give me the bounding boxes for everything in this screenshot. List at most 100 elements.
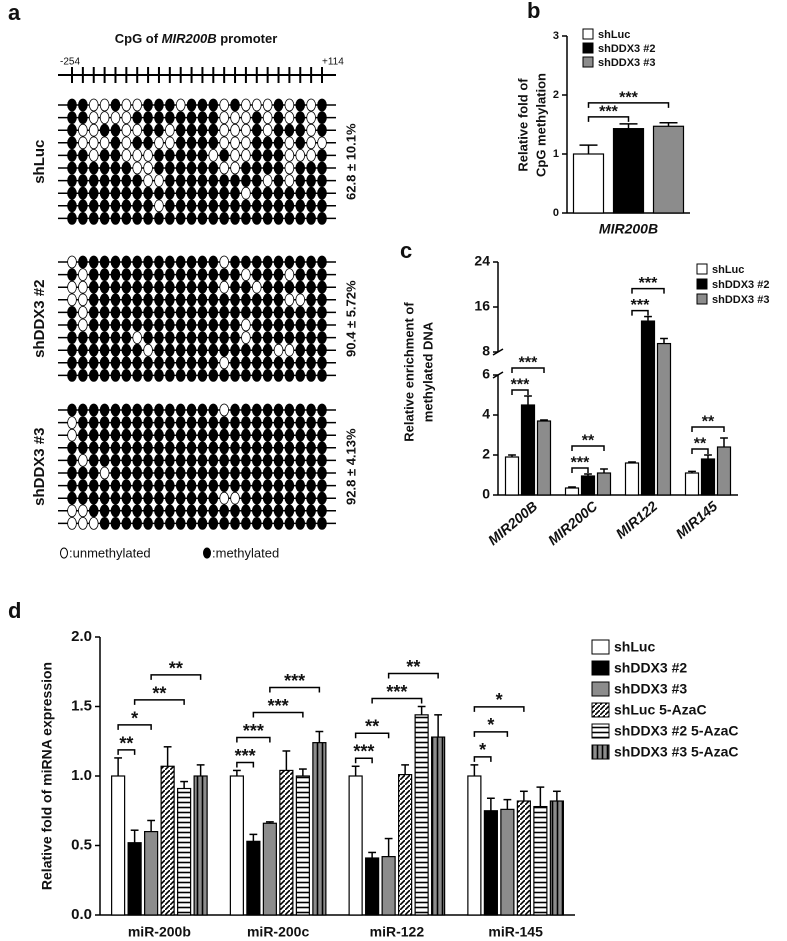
cpg-dot (306, 268, 316, 282)
cpg-dot (110, 453, 121, 467)
cpg-dot (132, 416, 143, 430)
cpg-dot (78, 343, 88, 357)
cpg-dot (110, 148, 121, 162)
cpg-dot (251, 466, 262, 480)
cpg-dot (165, 199, 175, 213)
cpg-dot (197, 136, 208, 150)
cpg-dot (154, 123, 164, 137)
x-tick-label: MIR200C (545, 497, 601, 548)
cpg-dot (88, 491, 99, 505)
cpg-dot (143, 123, 153, 137)
cpg-dot (241, 343, 251, 357)
cpg-dot (67, 280, 77, 294)
cpg-dot (262, 318, 273, 332)
bar (365, 857, 380, 916)
cpg-dot (165, 148, 175, 162)
cpg-dot (175, 453, 186, 467)
cpg-dot (121, 161, 132, 175)
cpg-dot (110, 318, 121, 332)
cpg-dot (186, 441, 197, 455)
cpg-dot (208, 517, 219, 530)
y-tick-label: 24 (474, 253, 490, 269)
cpg-dot (132, 428, 143, 442)
cpg-dot (230, 318, 240, 332)
cpg-dot (219, 255, 229, 269)
cpg-dot (121, 491, 132, 505)
cpg-dot (251, 318, 262, 332)
cpg-dot (295, 428, 306, 442)
cpg-dot (99, 453, 110, 467)
cpg-dot (132, 504, 143, 518)
significance-label: ** (694, 435, 707, 452)
cpg-dot (99, 517, 110, 530)
cpg-dot (175, 148, 186, 162)
cpg-dot (154, 186, 164, 200)
cpg-dot (99, 161, 110, 175)
y-tick-label: 3 (553, 30, 559, 42)
cpg-dot (273, 479, 284, 493)
cpg-dot (219, 343, 229, 357)
cpg-dot (143, 174, 153, 188)
cpg-dot (78, 428, 88, 442)
bar (467, 775, 482, 916)
cpg-dot (273, 491, 284, 505)
cpg-dot (121, 280, 132, 294)
cpg-dot (110, 331, 121, 345)
cpg-dot (208, 123, 219, 137)
bar (716, 446, 732, 496)
cpg-dot (132, 453, 143, 467)
cpg-dot (78, 174, 88, 188)
cpg-dot (121, 98, 132, 112)
bar (111, 775, 126, 916)
cpg-dot (219, 268, 229, 282)
cpg-dot (251, 479, 262, 493)
cpg-dot (230, 441, 240, 455)
legend-swatch (591, 660, 610, 676)
cpg-dot (132, 356, 143, 370)
cpg-dot (295, 416, 306, 430)
cpg-dot (295, 318, 306, 332)
cpg-dot (208, 186, 219, 200)
cpg-dot (295, 98, 306, 112)
cpg-dot (154, 479, 164, 493)
cpg-dot (262, 268, 273, 282)
significance-label: ** (406, 657, 420, 677)
significance-bracket (587, 102, 670, 108)
cpg-dot (251, 416, 262, 430)
bar (572, 153, 605, 214)
cpg-dot (88, 441, 99, 455)
cpg-dot (230, 416, 240, 430)
cpg-dot (251, 199, 262, 213)
cpg-dot (99, 504, 110, 518)
bar (193, 775, 208, 916)
bar (612, 128, 645, 214)
cpg-dot (121, 268, 132, 282)
significance-label: *** (243, 721, 264, 741)
y-tick-label: 1.5 (71, 697, 92, 714)
cpg-dot (317, 343, 327, 357)
cpg-dot (251, 136, 262, 150)
cpg-dot (241, 504, 251, 518)
significance-label: ** (582, 432, 595, 449)
cpg-dot (208, 268, 219, 282)
cpg-dot (186, 466, 197, 480)
cpg-dot (186, 331, 197, 345)
cpg-dot (78, 280, 88, 294)
cpg-dot (251, 148, 262, 162)
cpg-dot (317, 331, 327, 345)
legend-swatch (582, 56, 594, 68)
cpg-dot (241, 211, 251, 225)
cpg-dot (110, 161, 121, 175)
x-tick-label: miR-145 (488, 924, 543, 940)
cpg-dot (273, 174, 284, 188)
bar (127, 842, 142, 916)
significance-label: * (479, 740, 486, 760)
cpg-dot (154, 466, 164, 480)
cpg-dot (186, 161, 197, 175)
bar (414, 714, 429, 916)
cpg-dot (317, 491, 327, 505)
cpg-dot (273, 123, 284, 137)
legend-swatch (696, 293, 708, 305)
title-part: CpG of (115, 31, 162, 46)
cpg-dot (165, 174, 175, 188)
